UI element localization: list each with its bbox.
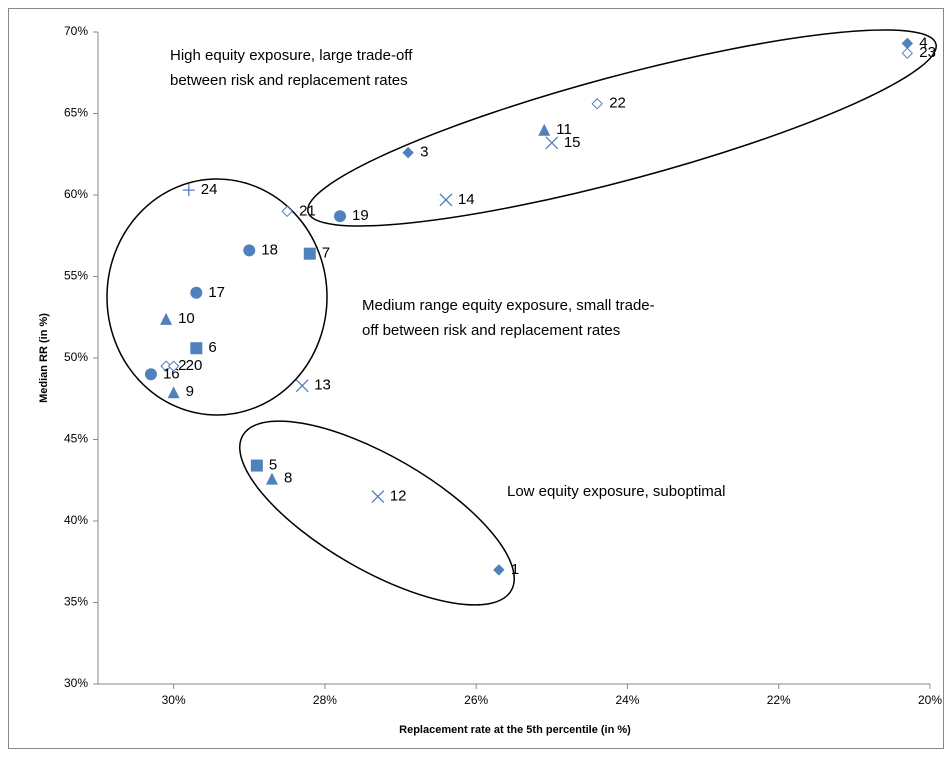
cluster-ellipse [307,29,937,227]
y-tick-label: 70% [64,24,88,38]
point [591,98,603,110]
point-label: 4 [919,34,927,51]
chart-frame [8,8,944,749]
annotation: between risk and replacement rates [170,72,408,89]
point-label: 5 [269,457,277,474]
point-label: 9 [186,383,194,400]
point-label: 24 [201,181,218,198]
cluster-ellipse [106,178,328,416]
point [265,472,278,485]
point [901,47,914,59]
point-label: 2 [178,357,186,374]
point [243,244,256,257]
point [182,184,195,197]
point-label: 23 [919,44,936,61]
point [160,312,173,325]
point-label: 22 [609,95,626,112]
point-label: 8 [284,470,292,487]
point [334,210,347,223]
point [538,123,551,136]
point [250,459,263,472]
point-label: 18 [261,241,278,258]
point [190,342,203,355]
point-label: 11 [556,121,572,138]
y-tick-label: 40% [64,513,88,527]
y-tick-label: 45% [64,432,88,446]
point [439,193,453,207]
y-tick-label: 35% [64,595,88,609]
point-label: 12 [390,488,407,505]
point-label: 14 [458,191,475,208]
point-label: 21 [299,202,316,219]
point [160,360,172,372]
point [190,286,203,299]
y-tick-label: 50% [64,350,88,364]
point [493,564,505,576]
point-label: 17 [208,284,225,301]
y-tick-label: 55% [64,269,88,283]
y-tick-label: 30% [64,676,88,690]
x-tick-label: 24% [615,693,639,707]
point [281,205,293,218]
point [545,136,559,150]
point-label: 13 [314,377,331,394]
point [402,146,414,159]
cluster-ellipse [239,420,515,606]
point [371,490,385,504]
point [167,386,180,399]
point-label: 10 [178,310,195,327]
point-label: 1 [511,561,519,578]
y-tick-label: 65% [64,106,88,120]
point [295,379,309,393]
annotation: Low equity exposure, suboptimal [507,483,725,500]
point-label: 19 [352,207,369,224]
y-axis-title: Median RR (in %) [38,313,50,403]
x-tick-label: 30% [162,693,186,707]
x-tick-label: 26% [464,693,488,707]
annotation: Medium range equity exposure, small trad… [362,297,655,314]
x-tick-label: 20% [918,693,942,707]
point [167,360,180,372]
point-label: 15 [564,134,581,151]
point-label: 7 [322,245,330,262]
annotation: High equity exposure, large trade-off [170,47,413,64]
y-tick-label: 60% [64,187,88,201]
x-tick-label: 22% [767,693,791,707]
point-label: 20 [186,357,203,374]
point [303,247,316,260]
x-axis-title: Replacement rate at the 5th percentile (… [399,724,631,736]
point-label: 3 [420,144,428,161]
annotation: off between risk and replacement rates [362,322,620,339]
x-tick-label: 28% [313,693,337,707]
point-label: 6 [208,339,216,356]
point [144,368,157,381]
